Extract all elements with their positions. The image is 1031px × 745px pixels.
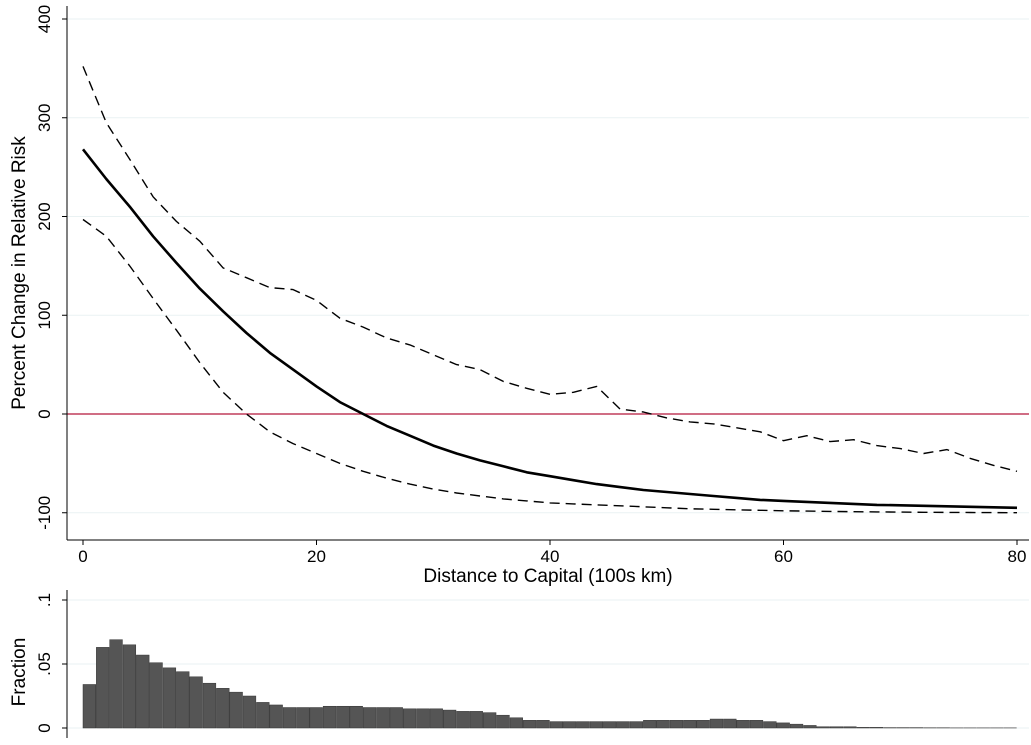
y-tick-label: 200	[35, 202, 54, 230]
x-tick-label: 80	[1008, 547, 1027, 566]
histogram-bar	[136, 655, 149, 728]
histogram-bar	[790, 724, 803, 728]
histogram-bar	[310, 708, 323, 728]
main-plot: -100 0 100 200 300 400 0 20 40 60 80 Distance to Ca…	[9, 5, 1029, 587]
histogram-bar	[630, 722, 643, 728]
histogram-bar	[777, 723, 790, 728]
y-tick-label: .1	[35, 593, 54, 607]
x-tick-label: 60	[774, 547, 793, 566]
histogram-bar	[176, 672, 189, 728]
histogram-bar	[643, 720, 656, 728]
y-axis-title: Fraction	[9, 638, 30, 707]
histogram-bar	[617, 722, 630, 728]
series-line-lower-ci	[83, 220, 1017, 513]
histogram-bar	[403, 709, 416, 728]
histogram-plot: 0 .05 .1 Fraction	[9, 590, 1029, 738]
histogram-bar	[550, 722, 563, 728]
histogram-bar	[256, 702, 269, 728]
histogram-bar	[697, 720, 710, 728]
histogram-bar	[83, 684, 96, 728]
histogram-bar	[817, 727, 830, 728]
y-tick-label: -100	[35, 496, 54, 530]
y-tick-label: 400	[35, 5, 54, 33]
histogram-bar	[377, 708, 390, 728]
histogram-bar	[603, 722, 616, 728]
histogram-bar	[804, 725, 817, 728]
x-tick-label: 20	[307, 547, 326, 566]
histogram-bar	[470, 711, 483, 728]
histogram-bar	[96, 647, 109, 728]
histogram-bar	[350, 706, 363, 728]
histogram-bar	[723, 719, 736, 728]
histogram-bar	[523, 720, 536, 728]
y-tick-label: 0	[35, 723, 54, 732]
histogram-bar	[537, 720, 550, 728]
y-tick-label: 100	[35, 301, 54, 329]
histogram-bar	[563, 722, 576, 728]
x-tick-label: 40	[541, 547, 560, 566]
y-tick-label: 300	[35, 104, 54, 132]
histogram-bar	[457, 711, 470, 728]
x-axis-title: Distance to Capital (100s km)	[423, 566, 672, 587]
histogram-bar	[844, 727, 857, 728]
histogram-bar	[150, 663, 163, 728]
histogram-bar	[443, 710, 456, 728]
series-line-estimate	[83, 149, 1017, 508]
histogram-bar	[590, 722, 603, 728]
y-tick-label: .05	[35, 652, 54, 676]
histogram-bar	[577, 722, 590, 728]
histogram-bar	[270, 705, 283, 728]
histogram-bar	[657, 720, 670, 728]
histogram-bar	[857, 727, 870, 728]
histogram-bar	[510, 718, 523, 728]
histogram-bar	[483, 713, 496, 728]
histogram-bar	[737, 720, 750, 728]
histogram-bar	[230, 692, 243, 728]
histogram-bar	[750, 720, 763, 728]
histogram-bar	[123, 645, 136, 728]
y-tick-label: 0	[35, 409, 54, 418]
histogram-bar	[363, 708, 376, 728]
y-axis-title: Percent Change in Relative Risk	[9, 136, 30, 410]
histogram-bar	[710, 719, 723, 728]
histogram-bar	[110, 640, 123, 728]
histogram-bar	[203, 683, 216, 728]
histogram-bar	[190, 677, 203, 728]
histogram-bar	[337, 706, 350, 728]
histogram-bar	[497, 715, 510, 728]
histogram-bar	[216, 688, 229, 728]
histogram-bar	[683, 720, 696, 728]
histogram-bar	[323, 706, 336, 728]
series-line-upper-ci	[83, 66, 1017, 471]
histogram-bar	[163, 668, 176, 728]
histogram-bar	[417, 709, 430, 728]
histogram-bar	[870, 727, 883, 728]
histogram-bar	[283, 708, 296, 728]
histogram-bar	[243, 696, 256, 728]
histogram-bar	[390, 708, 403, 728]
histogram-bar	[670, 720, 683, 728]
histogram-bar	[296, 708, 309, 728]
x-tick-label: 0	[78, 547, 87, 566]
histogram-bar	[430, 709, 443, 728]
histogram-bar	[763, 722, 776, 728]
histogram-bar	[830, 727, 843, 728]
